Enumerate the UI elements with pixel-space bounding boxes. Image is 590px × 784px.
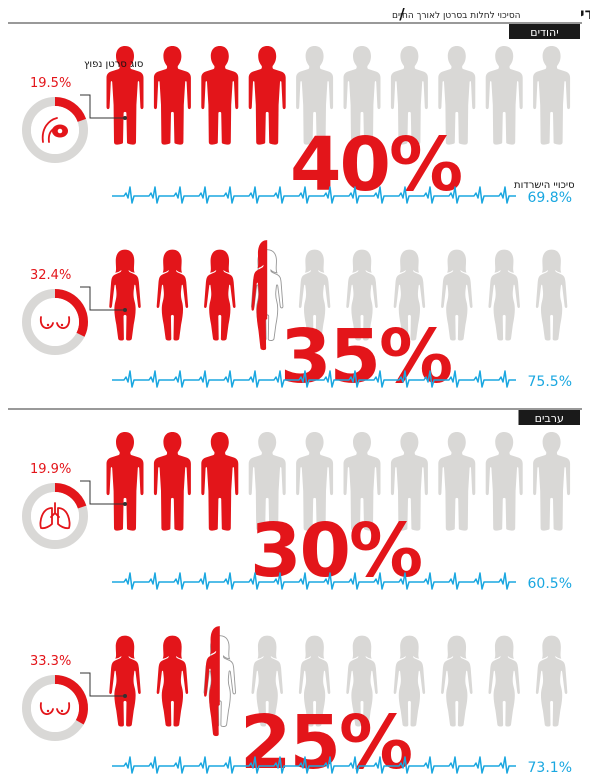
- female-figure-neutral: [441, 635, 473, 727]
- common-cancer-donut: [22, 675, 88, 741]
- title-separator: /: [399, 5, 405, 23]
- section-label: יהודים: [530, 26, 558, 39]
- female-figure-risk: [156, 249, 189, 341]
- section-label: ערבים: [535, 412, 564, 425]
- donut-segment: [54, 97, 87, 123]
- men-panel: 30% 19.9% 60.5%: [22, 432, 572, 594]
- female-figure-half-base: [250, 249, 284, 342]
- female-figure-half-red: [204, 626, 220, 737]
- header: מסוכן יותר להיות גבר יהודי /הסיכוי לחלות …: [392, 5, 590, 23]
- survival-percentage: 75.5%: [528, 374, 572, 390]
- male-figure-risk: [153, 432, 191, 531]
- breast-icon: [39, 702, 71, 715]
- male-figure-risk: [248, 46, 286, 145]
- ecg-line: [112, 186, 516, 204]
- donut-segment: [54, 675, 88, 725]
- female-figure-risk: [109, 635, 141, 727]
- leader-line: [80, 672, 125, 697]
- leader-dot: [123, 116, 127, 120]
- risk-percentage: 35%: [280, 314, 451, 400]
- leader-line: [80, 480, 125, 505]
- female-figure-neutral: [488, 249, 520, 341]
- common-cancer-caption: סוג סרטן נפוץ: [84, 59, 143, 70]
- survival-caption: סיכויי הישרדות: [514, 180, 575, 191]
- survival-percentage: 60.5%: [528, 576, 572, 592]
- survival-percentage: 69.8%: [528, 190, 572, 206]
- women-panel: 35% 32.4% 75.5%: [22, 240, 572, 400]
- common-cancer-donut: [22, 289, 88, 355]
- common-cancer-donut: [22, 97, 88, 163]
- women-panel: 25% 33.3% 73.1%: [22, 626, 572, 784]
- common-cancer-percentage: 33.3%: [30, 654, 71, 669]
- male-figure-risk: [153, 46, 191, 145]
- male-figure-neutral: [485, 46, 523, 145]
- page-subtitle: הסיכוי לחלות בסרטן לאורך החיים: [392, 11, 521, 21]
- donut-hole: [31, 492, 79, 540]
- male-figure-neutral: [485, 432, 523, 531]
- male-figure-neutral: [533, 46, 571, 145]
- risk-percentage: 25%: [240, 700, 411, 784]
- risk-percentage: 30%: [250, 508, 421, 594]
- page-title: מסוכן יותר להיות גבר יהודי: [580, 5, 590, 23]
- female-figure-neutral: [535, 635, 568, 727]
- donut-segment: [54, 289, 88, 337]
- male-figure-risk: [201, 432, 239, 531]
- common-cancer-donut: [22, 483, 88, 549]
- donut-hole: [31, 684, 79, 732]
- male-figure-risk: [201, 46, 239, 145]
- donut-segment: [54, 483, 87, 509]
- female-figure-risk: [109, 249, 141, 341]
- section-arabs: ערבים 30% 19.9% 60.5% 25% 33.3% 73.1%: [8, 408, 582, 784]
- common-cancer-percentage: 32.4%: [30, 268, 71, 283]
- prostate-icon: [41, 117, 68, 143]
- ecg-line: [112, 370, 516, 388]
- common-cancer-percentage: 19.9%: [30, 462, 71, 477]
- leader-dot: [123, 694, 127, 698]
- male-figure-neutral: [438, 432, 476, 531]
- men-panel: 40% 19.5% סוג סרטן נפוץ 69.8%סיכויי הישרדות: [22, 46, 575, 208]
- survival-percentage: 73.1%: [528, 760, 572, 776]
- female-figure-half-fill: [204, 626, 220, 737]
- female-figure-risk: [156, 635, 189, 727]
- male-figure-neutral: [533, 432, 571, 531]
- female-figure-neutral: [535, 249, 568, 341]
- lungs-icon: [39, 502, 71, 530]
- breast-icon: [39, 316, 71, 329]
- section-tag: [518, 410, 580, 425]
- leader-dot: [123, 502, 127, 506]
- leader-line: [80, 94, 125, 119]
- female-figure-risk: [204, 249, 236, 341]
- male-figure-risk: [106, 432, 144, 531]
- ecg-line: [112, 572, 516, 590]
- donut-hole: [31, 298, 79, 346]
- section-jews: יהודים 40% 19.5% סוג סרטן נפוץ 69.8%סיכויי ה…: [8, 22, 582, 400]
- female-figure-neutral: [488, 635, 520, 727]
- common-cancer-percentage: 19.5%: [30, 76, 71, 91]
- risk-percentage: 40%: [290, 122, 461, 208]
- leader-line: [80, 286, 125, 311]
- leader-dot: [123, 308, 127, 312]
- section-tag: [509, 24, 580, 39]
- ecg-line: [112, 756, 516, 774]
